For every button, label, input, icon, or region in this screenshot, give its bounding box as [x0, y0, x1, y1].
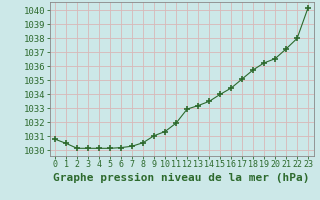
X-axis label: Graphe pression niveau de la mer (hPa): Graphe pression niveau de la mer (hPa) — [53, 173, 310, 183]
